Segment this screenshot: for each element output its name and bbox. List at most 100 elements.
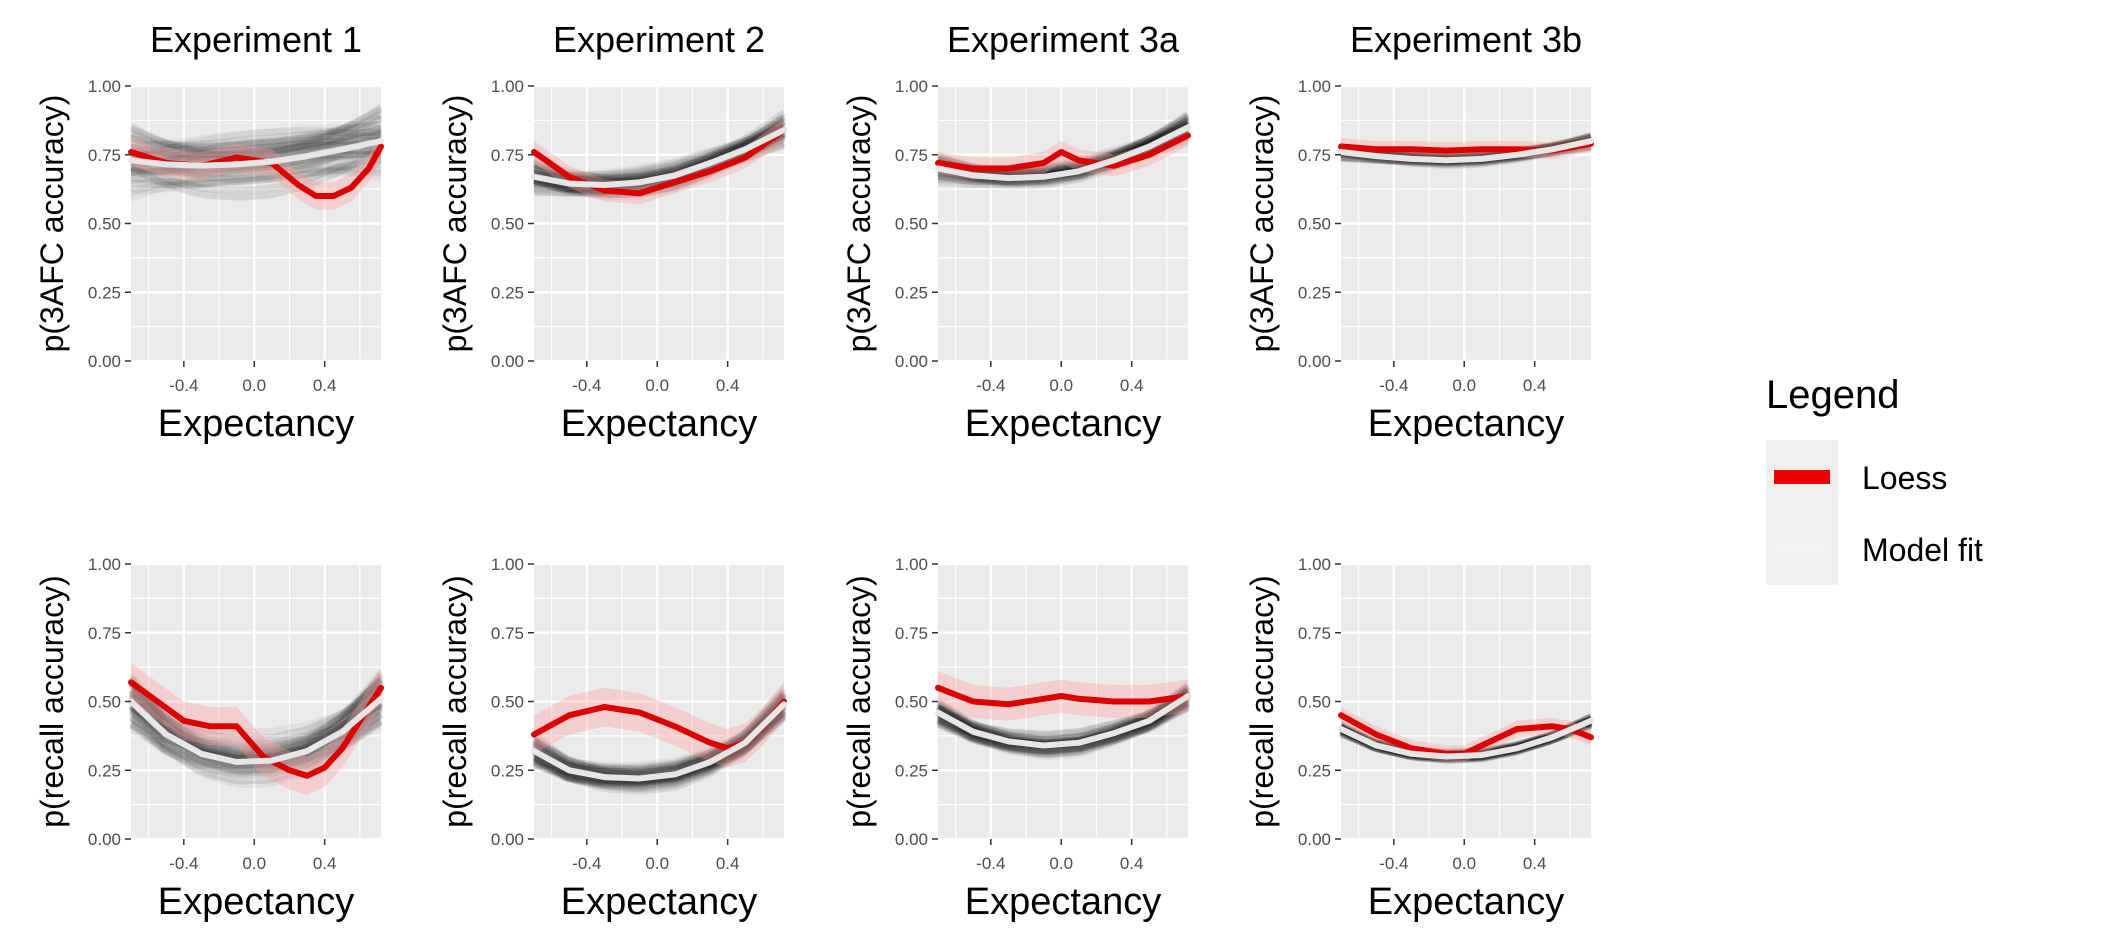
x-axis-title: Expectancy [561,881,757,923]
posterior-sample-line [130,115,383,155]
posterior-sample-line [129,137,382,171]
posterior-sample-line [532,690,787,776]
posterior-sample-line [532,703,787,772]
posterior-sample-line [130,162,382,196]
posterior-sample-line [129,694,383,749]
posterior-sample-line [130,141,382,169]
posterior-sample-line [130,141,382,169]
posterior-sample-line [130,123,382,152]
posterior-sample-line [533,130,786,193]
posterior-sample-line [533,118,786,182]
posterior-sample-line [532,713,787,789]
posterior-sample-line [532,713,787,787]
y-tick-label: 0.00 [1298,830,1331,849]
x-tick-label: 0.4 [313,854,337,873]
y-tick-label: 0.50 [895,693,928,712]
posterior-sample-line [128,684,383,743]
model-fit-line [935,124,1191,182]
y-axis-title: p(3AFC accuracy) [34,95,70,353]
x-axis-title: Expectancy [158,403,354,445]
posterior-sample-line [1340,136,1592,158]
posterior-sample-line [936,694,1191,754]
posterior-sample-line [532,699,787,775]
panel-3: 0.00 0.25 0.50 0.75 1.00 -0.4 0.0 0.4 Expectancy… [841,19,1191,445]
posterior-sample-line [130,140,382,171]
posterior-sample-line [936,698,1190,755]
posterior-sample-line [128,698,384,775]
model-fit-line [531,701,787,782]
x-tick-label: 0.0 [242,376,266,395]
y-tick-label: 0.75 [895,146,928,165]
posterior-sample-line [936,697,1191,759]
x-tick-label: 0.0 [1452,376,1476,395]
model-fit-line [935,693,1191,749]
posterior-sample-line [936,691,1190,738]
posterior-sample-line [129,711,383,762]
posterior-sample-line [935,693,1191,759]
posterior-sample-line [130,125,382,160]
posterior-sample-line [936,123,1190,189]
posterior-sample-line [128,705,384,779]
posterior-sample-line [532,706,787,795]
x-tick-label: 0.0 [242,854,266,873]
y-tick-label: 0.50 [88,215,121,234]
posterior-sample-line [1340,134,1592,161]
posterior-sample-line [936,704,1190,755]
x-tick-label: 0.4 [716,376,740,395]
posterior-sample-line [130,130,382,161]
y-tick-label: 0.25 [1298,761,1331,780]
x-tick-label: -0.4 [169,376,198,395]
y-axis-title: p(3AFC accuracy) [437,95,473,353]
legend-title: Legend [1766,373,1899,417]
x-tick-label: 0.0 [1452,854,1476,873]
posterior-sample-line [130,126,382,158]
posterior-sample-line [935,692,1191,758]
posterior-sample-line [936,692,1190,738]
posterior-sample-line [129,127,382,162]
posterior-sample-line [532,697,787,774]
y-tick-label: 0.00 [88,352,121,371]
x-tick-label: -0.4 [1379,376,1408,395]
posterior-sample-line [129,690,383,737]
y-tick-label: 0.75 [88,146,121,165]
loess-line [935,132,1191,172]
posterior-sample-line [129,129,383,183]
posterior-sample-line [129,106,383,156]
posterior-sample-line [129,164,382,202]
panel-6: 0.00 0.25 0.50 0.75 1.00 -0.4 0.0 0.4 Expectancy… [437,555,787,923]
y-tick-label: 1.00 [88,77,121,96]
posterior-sample-line [130,154,382,187]
y-tick-label: 0.00 [1298,352,1331,371]
posterior-sample-line [533,115,786,182]
x-tick-label: 0.4 [313,376,337,395]
y-tick-label: 1.00 [491,555,524,574]
posterior-sample-line [936,683,1191,743]
posterior-sample-line [130,121,382,149]
posterior-sample-line [129,111,383,153]
posterior-sample-line [936,690,1190,740]
panel-7: 0.00 0.25 0.50 0.75 1.00 -0.4 0.0 0.4 Expectancy… [841,555,1191,923]
panel-5: 0.00 0.25 0.50 0.75 1.00 -0.4 0.0 0.4 Expectancy… [34,555,384,923]
posterior-sample-line [129,145,383,201]
y-axis-title: p(3AFC accuracy) [1244,95,1280,353]
posterior-sample-line [128,674,384,762]
posterior-sample-line [531,687,787,779]
posterior-sample-line [936,700,1190,754]
posterior-sample-line [531,705,787,795]
major-grid [1341,562,1591,841]
posterior-sample-line [532,709,787,789]
posterior-sample-line [128,688,384,762]
posterior-sample-line [532,703,787,774]
legend-key-background [1766,440,1838,585]
posterior-sample-line [936,700,1190,755]
y-axis-title: p(recall accuracy) [1244,575,1280,828]
y-tick-label: 0.75 [895,624,928,643]
y-axis-title: p(recall accuracy) [841,575,877,828]
y-tick-label: 0.00 [88,830,121,849]
posterior-sample-line [937,126,1190,187]
y-tick-label: 0.25 [1298,283,1331,302]
posterior-sample-line [936,701,1190,756]
posterior-sample-line [130,166,382,193]
posterior-sample-line [128,671,384,758]
x-tick-label: 0.4 [1120,376,1144,395]
